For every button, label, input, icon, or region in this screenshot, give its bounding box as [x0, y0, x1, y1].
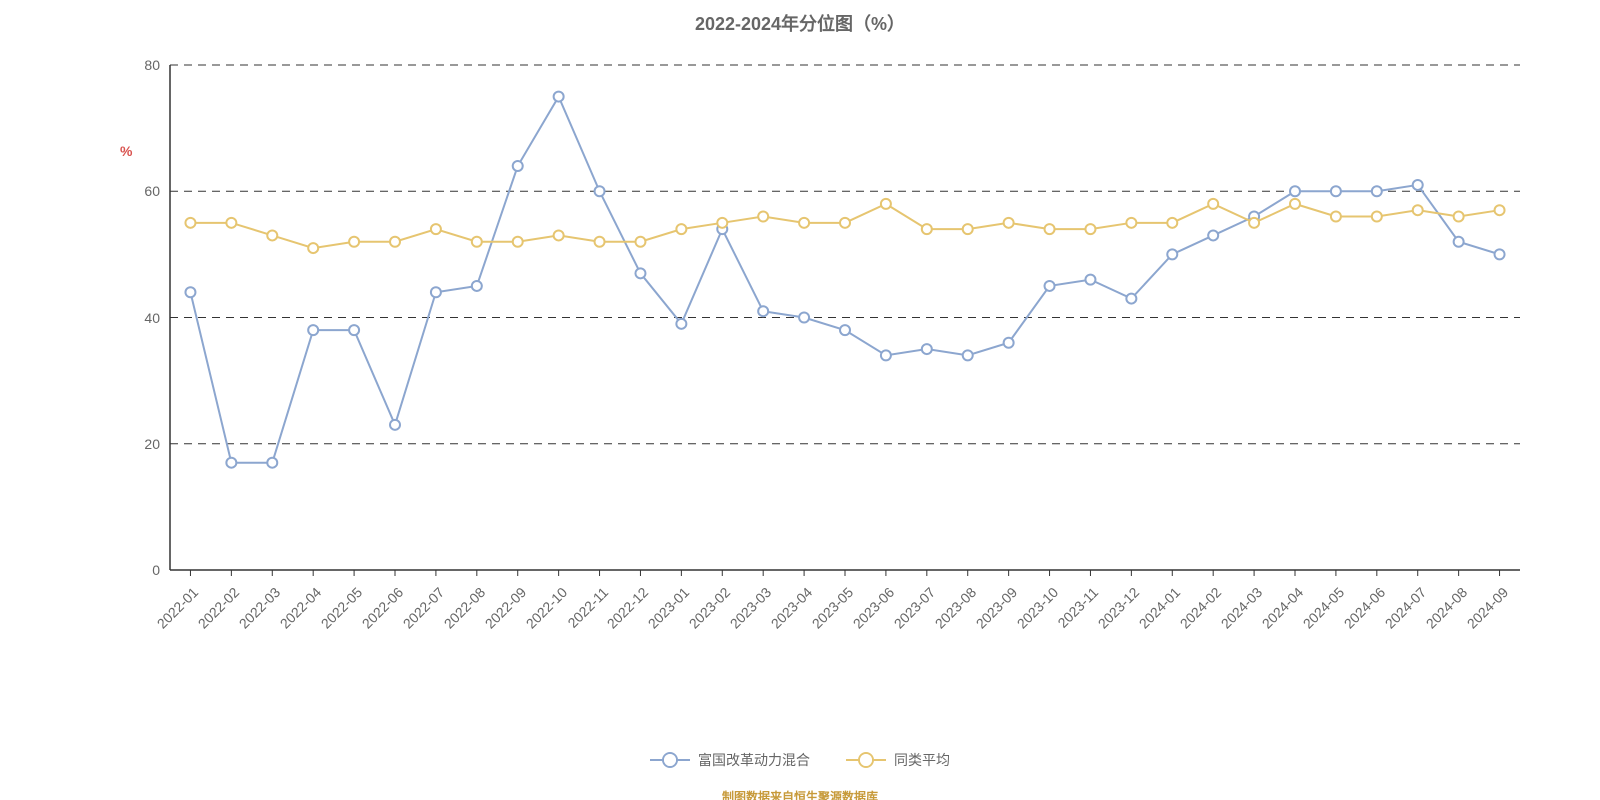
legend-item: 富国改革动力混合 — [650, 750, 810, 770]
legend-swatch — [650, 759, 690, 761]
legend-label: 富国改革动力混合 — [698, 750, 810, 770]
legend-swatch — [846, 759, 886, 761]
legend-item: 同类平均 — [846, 750, 950, 770]
legend-label: 同类平均 — [894, 750, 950, 770]
y-tick-label: 20 — [120, 436, 160, 452]
legend-marker — [662, 752, 678, 768]
y-tick-label: 40 — [120, 310, 160, 326]
y-tick-label: 0 — [120, 562, 160, 578]
y-tick-label: 60 — [120, 183, 160, 199]
chart-footer: 制图数据来自恒生聚源数据库 — [0, 788, 1600, 800]
legend-marker — [858, 752, 874, 768]
chart-svg — [0, 0, 1600, 800]
chart-container: 2022-2024年分位图（%） % 020406080 2022-012022… — [0, 0, 1600, 800]
y-tick-label: 80 — [120, 57, 160, 73]
legend: 富国改革动力混合 同类平均 — [0, 748, 1600, 770]
